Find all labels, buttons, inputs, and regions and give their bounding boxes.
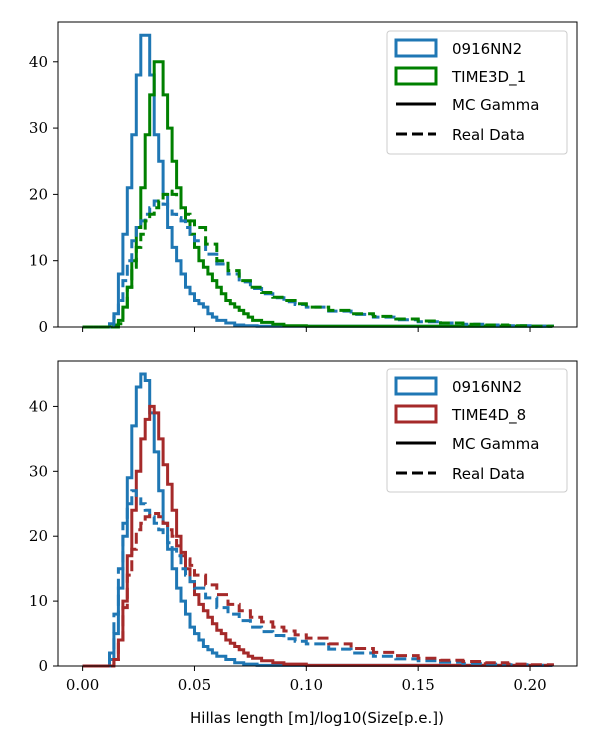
series-step-0916nn2-mc-gamma — [82, 33, 554, 329]
series-step-time4d-8-real-data — [82, 512, 554, 668]
y-tick-label: 30 — [29, 119, 48, 137]
series-step-time3d-1-real-data — [82, 189, 554, 329]
legend-patch-time3d — [394, 66, 438, 86]
bottom-panel-axes: 0 10 20 30 40 0.00 0.05 0.10 0.15 0.20 — [29, 397, 547, 694]
y-tick-label: 40 — [29, 397, 48, 415]
y-tick-label: 30 — [29, 462, 48, 480]
x-tick-label: 0.15 — [401, 676, 434, 694]
y-tick-label: 20 — [29, 527, 48, 545]
legend-label-0916nn2: 0916NN2 — [452, 40, 522, 58]
top-legend: 0916NN2 TIME3D_1 MC Gamma Real Data — [386, 30, 568, 155]
bottom-plot-frame — [57, 360, 578, 667]
bottom-panel: 0 10 20 30 40 0.00 0.05 0.10 0.15 0.20 0916NN2 TI… — [29, 360, 578, 727]
legend-label-time3d: TIME3D_1 — [451, 68, 526, 87]
x-tick-label: 0.00 — [66, 676, 99, 694]
bottom-legend-box — [386, 368, 568, 493]
legend-label-time4d: TIME4D_8 — [451, 406, 526, 425]
legend-label-0916nn2: 0916NN2 — [452, 378, 522, 396]
top-panel-series — [82, 33, 554, 329]
y-tick-label: 10 — [29, 252, 48, 270]
series-step-0916nn2-mc-gamma — [82, 372, 554, 668]
y-tick-label: 0 — [38, 657, 48, 675]
bottom-panel-series — [82, 372, 554, 668]
top-panel: 0 10 20 30 40 0916NN2 TIME3D_1 MC Gamma Real… — [29, 21, 578, 336]
x-tick-label: 0.05 — [178, 676, 211, 694]
legend-label-real-data: Real Data — [452, 465, 525, 483]
y-tick-label: 0 — [38, 318, 48, 336]
x-tick-label: 0.10 — [290, 676, 323, 694]
x-axis-label: Hillas length [m]/log10(Size[p.e.]) — [190, 709, 444, 727]
y-tick-label: 20 — [29, 185, 48, 203]
legend-patch-0916nn2 — [394, 38, 438, 58]
legend-patch-0916nn2 — [394, 376, 438, 396]
y-tick-label: 40 — [29, 53, 48, 71]
legend-label-mc-gamma: MC Gamma — [452, 435, 539, 453]
y-tick-label: 10 — [29, 592, 48, 610]
legend-label-mc-gamma: MC Gamma — [452, 96, 539, 114]
bottom-legend: 0916NN2 TIME4D_8 MC Gamma Real Data — [386, 368, 568, 493]
series-step-0916nn2-real-data — [82, 199, 554, 329]
top-legend-box — [386, 30, 568, 155]
x-tick-label: 0.20 — [513, 676, 546, 694]
top-plot-frame — [57, 21, 578, 328]
legend-label-real-data: Real Data — [452, 126, 525, 144]
top-panel-axes: 0 10 20 30 40 — [29, 53, 531, 336]
series-step-0916nn2-real-data — [82, 489, 554, 668]
legend-patch-time4d — [394, 404, 438, 424]
